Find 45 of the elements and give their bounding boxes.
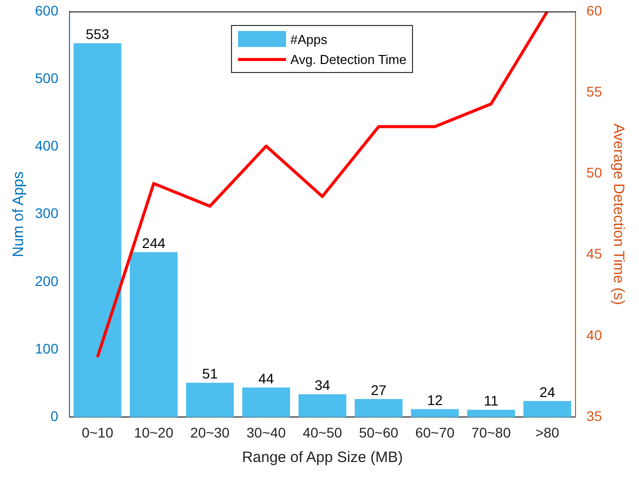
data-label: 27 [370,382,387,398]
y-tick-label: 600 [35,2,59,18]
bar [186,382,234,418]
x-tick-label: 50~60 [358,424,398,440]
y-tick-label: 200 [35,272,59,289]
x-tick-label: 20~30 [190,424,230,440]
data-label: 553 [86,26,110,42]
bar [298,394,346,418]
data-label: 12 [427,392,443,408]
x-tick-label: 70~80 [471,424,511,440]
bar [130,252,178,418]
x-tick-label: 10~20 [134,424,174,440]
x-tick-label: 60~70 [415,424,455,440]
bar [74,43,122,418]
y2-tick-label: 55 [586,83,602,100]
y2-tick-label: 40 [586,326,602,343]
data-label: 34 [314,377,330,394]
y2-tick-label: 45 [586,246,602,262]
bar [410,409,459,418]
y2-axis-title: Average Detection Time (s) [610,124,627,306]
y2-tick-label: 35 [586,408,602,424]
bar [467,410,515,418]
y-tick-label: 500 [35,70,59,86]
data-label: 11 [484,392,499,409]
y-tick-label: 300 [35,205,59,222]
y-tick-label: 400 [35,138,59,154]
y2-tick-label: 60 [586,2,602,18]
bar [242,387,290,418]
x-tick-label: >80 [535,424,560,440]
y2-tick-label: 50 [586,164,602,181]
data-label: 44 [258,370,274,386]
x-tick-label: 30~40 [246,424,286,440]
legend-label: #Apps [290,32,328,47]
x-tick-label: 40~50 [302,424,342,440]
y-axis-title: Num of Apps [10,171,28,258]
x-tick-label: 0~10 [82,424,114,440]
data-label: 244 [142,235,166,252]
bar [523,400,572,418]
legend-label: Avg. Detection Time [290,52,406,67]
y-tick-label: 100 [35,340,59,356]
bar [354,398,403,418]
data-label: 51 [202,366,218,382]
x-axis-title: Range of App Size (MB) [242,449,403,466]
data-label: 24 [540,384,556,400]
y-tick-label: 0 [50,408,59,424]
